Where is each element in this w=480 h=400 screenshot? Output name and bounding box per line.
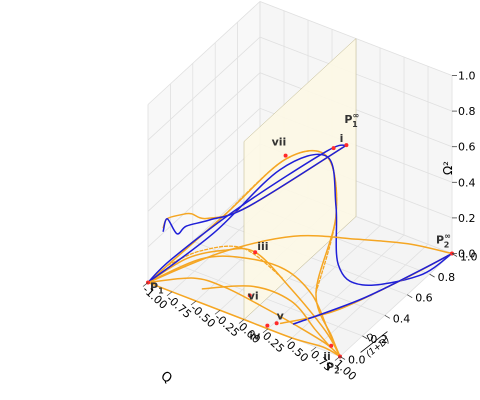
critical-point-marker (283, 153, 288, 158)
y-axis-label-numerator: D (365, 332, 377, 344)
z-tick-label: 0.8 (458, 105, 476, 118)
trajectory-orange (147, 234, 453, 284)
point-label-sub: 2 (334, 367, 340, 376)
x-tick (238, 319, 245, 324)
y-tick (429, 273, 435, 278)
trajectory-orange (147, 281, 341, 358)
x-axis-label: Q (158, 369, 175, 387)
critical-point-marker (253, 250, 258, 255)
point-label-base: vi (248, 289, 259, 302)
left-pane (148, 1, 260, 283)
x-tick (286, 337, 293, 343)
grid-line-z (147, 1, 453, 105)
x-tick (262, 328, 269, 334)
y-tick-label: 0.0 (348, 354, 366, 367)
z-tick-label: 1.0 (458, 70, 476, 83)
trajectory-orange (147, 277, 341, 358)
critical-point-label: iv (249, 330, 261, 343)
z-tick-label: 0.6 (458, 141, 476, 154)
q-zero-plane (243, 37, 357, 321)
point-label-base: P (436, 234, 444, 247)
point-label-sub: 1 (352, 120, 358, 129)
grid-line-z (147, 107, 453, 212)
point-label-base: P (344, 113, 352, 126)
critical-point-marker (274, 321, 279, 326)
trajectory-orange (201, 285, 331, 348)
y-tick-label: 1.0 (460, 251, 478, 264)
critical-point-label: P2 (326, 361, 340, 376)
critical-point-marker (331, 146, 336, 151)
grid-line-z (147, 72, 453, 176)
critical-point-marker (265, 323, 270, 328)
grid-line-z (147, 36, 453, 141)
point-label-sup: ∞ (444, 232, 451, 241)
point-label-base: iv (249, 330, 261, 343)
critical-point-marker (247, 293, 252, 298)
critical-point-label: iii (257, 240, 268, 253)
point-label-sub: 2 (444, 241, 450, 250)
point-label-base: iii (257, 240, 268, 253)
point-label-base: ii (323, 350, 331, 363)
y-tick-label: 0.6 (415, 292, 433, 305)
point-label-base: vii (272, 136, 287, 149)
z-tick-label: 0.4 (458, 176, 476, 189)
critical-point-label: i (340, 132, 344, 145)
point-label-base: P (326, 361, 334, 374)
x-tick (334, 356, 341, 361)
y-tick (406, 294, 413, 299)
y-tick-label: 0.4 (393, 312, 411, 325)
y-tick-label: 0.2 (370, 333, 388, 346)
trajectory-blue (292, 252, 453, 325)
y-tick-label: 0.8 (438, 271, 456, 284)
critical-point-label: P1 (150, 281, 164, 296)
trajectory-blue (162, 144, 348, 235)
z-axis-label: Ω² (441, 161, 455, 175)
x-tick (190, 300, 197, 306)
critical-point-label: ii (323, 350, 331, 363)
critical-point-label: P∞ 1 (344, 111, 359, 129)
y-axis-label-fraction-bar (360, 331, 388, 353)
point-label-sup: ∞ (352, 111, 359, 120)
point-label-base: i (340, 132, 344, 145)
y-tick (362, 335, 368, 340)
critical-point-label: vi (248, 289, 259, 302)
critical-point-label: v (277, 309, 285, 322)
y-tick (384, 314, 391, 319)
x-tick (142, 282, 149, 287)
critical-point-marker (344, 143, 349, 148)
z-tick-label: 0.2 (458, 212, 476, 225)
critical-point-marker (329, 343, 334, 348)
point-label-base: v (277, 309, 285, 322)
critical-point-label: vii (272, 136, 287, 149)
point-label-base: P (150, 281, 158, 294)
x-tick (214, 309, 221, 315)
plane-surface (243, 37, 357, 321)
z-tick-label: 0.0 (458, 248, 476, 261)
y-tick (451, 253, 458, 257)
x-tick (166, 291, 173, 297)
critical-point-label: P∞ 2 (436, 232, 451, 250)
x-tick (310, 346, 317, 352)
point-label-sub: 1 (158, 287, 164, 296)
y-tick (339, 356, 346, 360)
